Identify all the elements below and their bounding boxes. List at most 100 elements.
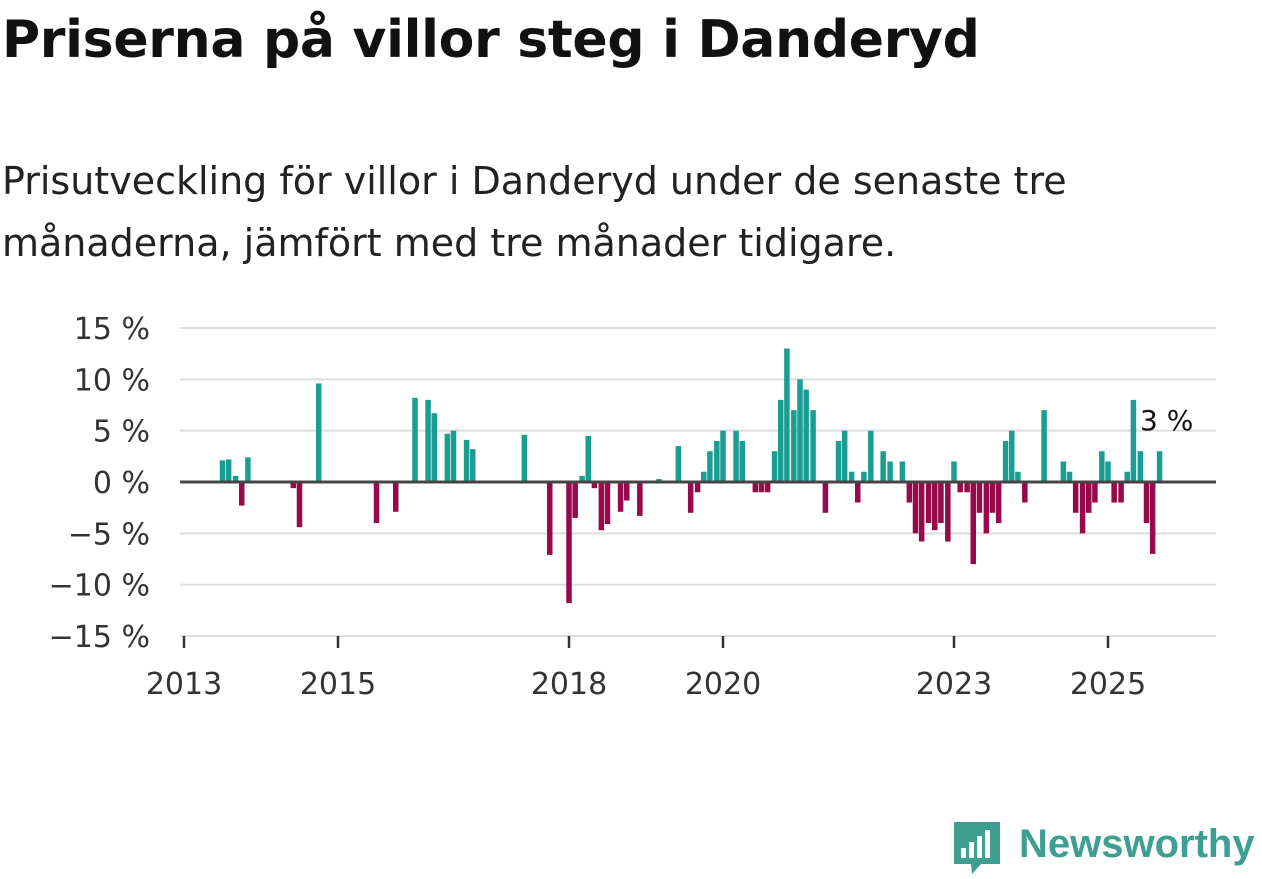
bar xyxy=(1130,399,1137,482)
bar xyxy=(393,482,399,512)
bar xyxy=(1124,471,1130,482)
bar xyxy=(1015,471,1021,482)
bar xyxy=(656,478,662,482)
bar xyxy=(791,410,797,482)
bar xyxy=(970,482,976,565)
bar xyxy=(983,482,990,534)
bar xyxy=(425,399,431,482)
bar xyxy=(707,451,713,482)
bar xyxy=(572,482,578,518)
bar xyxy=(906,482,913,503)
bar xyxy=(720,430,726,482)
bar xyxy=(784,348,790,482)
bar xyxy=(932,482,938,531)
bar xyxy=(925,482,932,524)
bar xyxy=(841,430,848,482)
bar xyxy=(995,482,1002,524)
bar xyxy=(976,482,983,513)
y-tick-label: 10 % xyxy=(74,363,150,398)
y-tick-label: −5 % xyxy=(68,517,150,552)
bar xyxy=(694,482,701,493)
x-tick-label: 2015 xyxy=(300,667,376,702)
bar xyxy=(412,397,418,482)
bar xyxy=(771,451,778,482)
bar xyxy=(739,440,745,482)
bar xyxy=(239,482,245,506)
y-tick-label: 5 % xyxy=(93,415,150,450)
bar xyxy=(1009,430,1015,482)
brand-name: Newsworthy xyxy=(1019,822,1255,866)
bar xyxy=(1079,482,1086,534)
y-tick-label: 0 % xyxy=(93,466,150,501)
bar xyxy=(855,482,861,503)
bar xyxy=(989,482,996,513)
bar xyxy=(470,449,476,482)
bar xyxy=(585,435,591,482)
annotation-group: 3 % xyxy=(1140,404,1193,437)
bar xyxy=(1060,461,1067,482)
newsworthy-logo: Newsworthy xyxy=(951,820,1255,876)
bar-chart: 15 %10 %5 %0 %−5 %−10 %−15 % 2013 2015 201… xyxy=(49,312,1216,702)
bar xyxy=(848,471,855,482)
bar xyxy=(1066,471,1073,482)
bar xyxy=(463,439,470,482)
y-tick-label: 15 % xyxy=(74,312,150,347)
bar xyxy=(1086,482,1092,513)
bar xyxy=(797,379,803,482)
bar xyxy=(764,482,771,493)
y-axis-ticks: 15 % 10 % 5 % 0 % −5 % −10 % −15 % xyxy=(49,312,150,655)
bar xyxy=(1143,482,1150,524)
bar xyxy=(290,482,297,489)
chart-subtitle: Prisutveckling för villor i Danderyd und… xyxy=(2,159,1067,265)
bar xyxy=(733,430,739,482)
bar xyxy=(1002,440,1009,482)
bar xyxy=(232,475,239,482)
bar xyxy=(861,471,867,482)
bar xyxy=(912,482,919,534)
bar xyxy=(245,457,251,482)
bar xyxy=(1111,482,1117,503)
bar xyxy=(579,475,585,482)
newsworthy-logo-icon xyxy=(954,822,1000,874)
bar xyxy=(675,446,682,482)
y-tick-label: −10 % xyxy=(49,569,150,604)
annotation-label: 3 % xyxy=(1140,404,1193,437)
bar xyxy=(444,433,451,482)
bar xyxy=(296,482,303,528)
bar xyxy=(316,383,322,482)
bar xyxy=(1105,461,1111,482)
bar xyxy=(521,434,528,482)
bar xyxy=(951,461,957,482)
bar xyxy=(752,482,759,493)
bar xyxy=(225,459,232,482)
bar xyxy=(566,482,572,604)
bar xyxy=(1149,482,1156,554)
bar xyxy=(547,482,553,555)
bar xyxy=(810,410,816,482)
bar xyxy=(938,482,944,524)
bar xyxy=(701,471,707,482)
bar xyxy=(1041,410,1047,482)
bar xyxy=(880,451,886,482)
bar xyxy=(899,461,906,482)
bar xyxy=(1092,482,1098,503)
bar xyxy=(835,440,842,482)
bar xyxy=(1099,451,1105,482)
bar xyxy=(887,461,893,482)
bar xyxy=(1118,482,1124,503)
bar xyxy=(803,389,809,482)
bar xyxy=(918,482,925,542)
bar xyxy=(1137,451,1144,482)
bar xyxy=(598,482,605,531)
x-tick-label: 2023 xyxy=(916,667,992,702)
bar xyxy=(1156,451,1163,482)
x-tick-label: 2020 xyxy=(685,667,761,702)
bar xyxy=(1072,482,1079,513)
bar xyxy=(957,482,963,493)
y-tick-label: −15 % xyxy=(49,620,150,655)
bar xyxy=(219,460,226,482)
gridlines xyxy=(180,327,1216,637)
bar xyxy=(714,440,720,482)
bar xyxy=(1022,482,1028,503)
bar xyxy=(945,482,951,542)
